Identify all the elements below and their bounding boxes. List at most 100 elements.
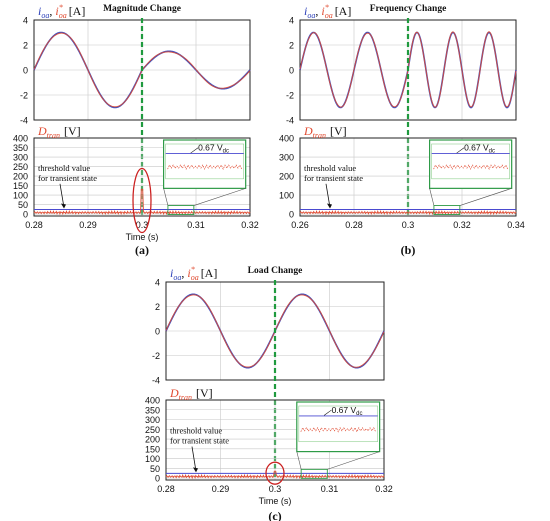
dtran-axis-label: Dtran [V] (37, 124, 81, 140)
plot-frame (33, 137, 251, 217)
y-tick-label: 400 (279, 134, 294, 144)
x-tick-label: 0.32 (453, 220, 471, 230)
y-tick-label: 4 (155, 278, 160, 288)
inset-label: 0.67 Vdc (332, 405, 363, 417)
inset-label: 0.67 Vdc (198, 143, 229, 155)
y-tick-label: 100 (13, 191, 28, 201)
x-tick-label: 0.3 (136, 220, 149, 230)
y-tick-label: 200 (279, 172, 294, 182)
y-tick-label: 150 (145, 444, 160, 454)
zoom-inset (163, 139, 247, 189)
zoom-source-box (433, 205, 461, 215)
subfigure-caption: (a) (135, 243, 149, 257)
zoom-connector (459, 188, 512, 206)
y-tick-label: 4 (23, 16, 28, 26)
event-label: Frequency Change (370, 4, 447, 14)
dtran-axis-label: Dtran [V] (169, 386, 213, 402)
y-tick-label: 2 (289, 41, 294, 51)
threshold-label: threshold value (38, 163, 90, 173)
y-tick-label: 0 (289, 210, 294, 220)
y-tick-label: 100 (145, 454, 160, 464)
x-tick-label: 0.32 (241, 220, 259, 230)
x-tick-label: 0.28 (345, 220, 363, 230)
y-tick-label: -2 (152, 351, 160, 361)
x-tick-label: 0.28 (25, 220, 43, 230)
current-axis-label: ioa, ioa* [A] (170, 265, 217, 282)
y-tick-label: 250 (145, 425, 160, 435)
x-tick-label: 0.29 (79, 220, 97, 230)
x-tick-label: 0.32 (375, 484, 393, 494)
x-tick-label: 0.26 (291, 220, 309, 230)
current-axis-label: ioa, ioa* [A] (38, 3, 85, 20)
plot-frame (299, 137, 517, 217)
inset-trace (300, 427, 376, 433)
y-tick-label: 0 (155, 474, 160, 484)
zoom-inset-inner (298, 405, 378, 443)
inset-arrow (190, 147, 199, 154)
y-tick-label: 150 (13, 181, 28, 191)
y-tick-label: -2 (286, 91, 294, 101)
inset-arrow (323, 409, 332, 416)
x-tick-label: 0.31 (187, 220, 205, 230)
threshold-arrow (59, 183, 65, 208)
y-tick-label: 50 (18, 200, 28, 210)
zoom-inset-inner (165, 143, 244, 180)
zoom-connector (429, 188, 435, 206)
threshold-arrow (191, 446, 197, 472)
subfigure-a: 4 2 0 -2 -4 Magnitude Change ioa, ioa* [A] 40035… (13, 3, 259, 257)
dtran-trace (165, 470, 385, 480)
zoom-source-box (300, 468, 328, 479)
x-tick-label: 0.3 (402, 220, 415, 230)
threshold-arrow-head (61, 203, 66, 209)
dtran-axis-label: Dtran [V] (303, 124, 347, 140)
y-tick-label: 350 (13, 143, 28, 153)
transient-circle (132, 167, 152, 234)
y-tick-label: 250 (13, 162, 28, 172)
x-tick-label: 0.31 (321, 484, 339, 494)
x-tick-label: 0.28 (157, 484, 175, 494)
current-axis-label: ioa, ioa* [A] (304, 3, 351, 20)
threshold-label: for transient state (304, 173, 363, 183)
y-tick-label: -4 (152, 376, 160, 386)
zoom-inset (429, 139, 513, 189)
inset-arrow (456, 147, 465, 154)
zoom-source-box (167, 205, 195, 215)
subfigure-caption: (b) (401, 243, 416, 257)
y-tick-label: 4 (289, 16, 294, 26)
subfigure-caption: (c) (268, 509, 281, 521)
y-tick-label: 300 (13, 153, 28, 163)
event-label: Magnitude Change (103, 4, 181, 14)
threshold-arrow (325, 183, 331, 208)
event-label: Load Change (248, 266, 303, 276)
y-tick-label: 400 (145, 396, 160, 406)
x-tick-label: 0.29 (212, 484, 230, 494)
y-tick-label: 200 (145, 435, 160, 445)
zoom-inset-inner (431, 143, 510, 180)
zoom-connector (193, 188, 246, 206)
plot-frame (165, 399, 385, 481)
zoom-connector (163, 188, 169, 206)
x-tick-label: 0.3 (269, 484, 282, 494)
threshold-label: for transient state (38, 173, 97, 183)
y-tick-label: 100 (279, 191, 294, 201)
inset-trace (167, 164, 242, 170)
y-tick-label: 2 (23, 41, 28, 51)
y-tick-label: 300 (279, 153, 294, 163)
y-tick-label: 0 (289, 66, 294, 76)
y-tick-label: 2 (155, 302, 160, 312)
y-tick-label: 400 (13, 134, 28, 144)
threshold-arrow-head (327, 203, 332, 209)
x-axis-label: Time (s) (259, 496, 292, 506)
y-tick-label: 350 (145, 405, 160, 415)
threshold-arrow-head (193, 467, 198, 473)
transient-circle (265, 461, 285, 485)
inset-label: 0.67 Vdc (464, 143, 495, 155)
x-axis-label: Time (s) (126, 232, 159, 242)
zoom-connector (327, 451, 380, 470)
y-tick-label: 200 (13, 172, 28, 182)
y-tick-label: -4 (286, 116, 294, 126)
zoom-inset (296, 401, 381, 453)
inset-trace (433, 164, 508, 170)
